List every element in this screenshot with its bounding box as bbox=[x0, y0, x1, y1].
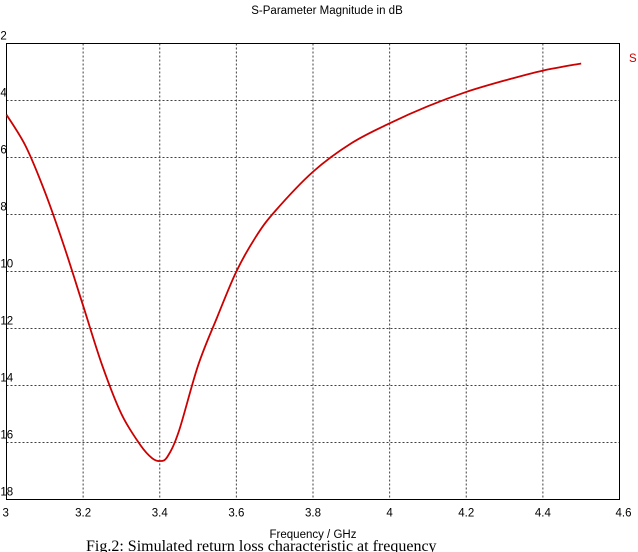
figure-caption: Fig.2: Simulated return loss characteris… bbox=[86, 538, 437, 552]
y-tick-label: -18 bbox=[0, 487, 13, 499]
y-tick-label: -8 bbox=[0, 202, 7, 214]
x-tick-label: 4.4 bbox=[535, 508, 552, 520]
x-tick-label: 4.2 bbox=[458, 508, 474, 520]
x-tick-label: 3.6 bbox=[228, 508, 244, 520]
y-tick-label: -6 bbox=[0, 145, 7, 157]
x-tick-label: 3.4 bbox=[152, 508, 169, 520]
x-tick-label: 4 bbox=[386, 508, 393, 520]
series-line bbox=[5, 62, 582, 462]
y-tick-label: -10 bbox=[0, 259, 13, 271]
x-tick-label: 3.8 bbox=[305, 508, 321, 520]
x-tick-label: 3 bbox=[3, 508, 9, 520]
y-tick-label: -4 bbox=[0, 88, 7, 100]
x-tick-label: 3.2 bbox=[75, 508, 91, 520]
chart-title: S-Parameter Magnitude in dB bbox=[251, 5, 403, 17]
series bbox=[5, 62, 582, 462]
y-tick-label: -12 bbox=[0, 316, 13, 328]
y-tick-label: -14 bbox=[0, 373, 14, 385]
x-axis-label: Frequency / GHz bbox=[270, 529, 357, 541]
legend-entry: S bbox=[629, 53, 637, 65]
x-tick-label: 4.6 bbox=[616, 508, 632, 520]
y-tick-label: -16 bbox=[0, 430, 13, 442]
y-tick-label: -2 bbox=[0, 31, 7, 43]
plot-frame bbox=[6, 43, 620, 500]
tick-labels: 3 3.2 3.4 3.6 3.8 4 4.2 4.4 4.6 -2 -4 -6 -8 -10 -12 -14… bbox=[0, 31, 632, 520]
grid bbox=[6, 43, 620, 500]
